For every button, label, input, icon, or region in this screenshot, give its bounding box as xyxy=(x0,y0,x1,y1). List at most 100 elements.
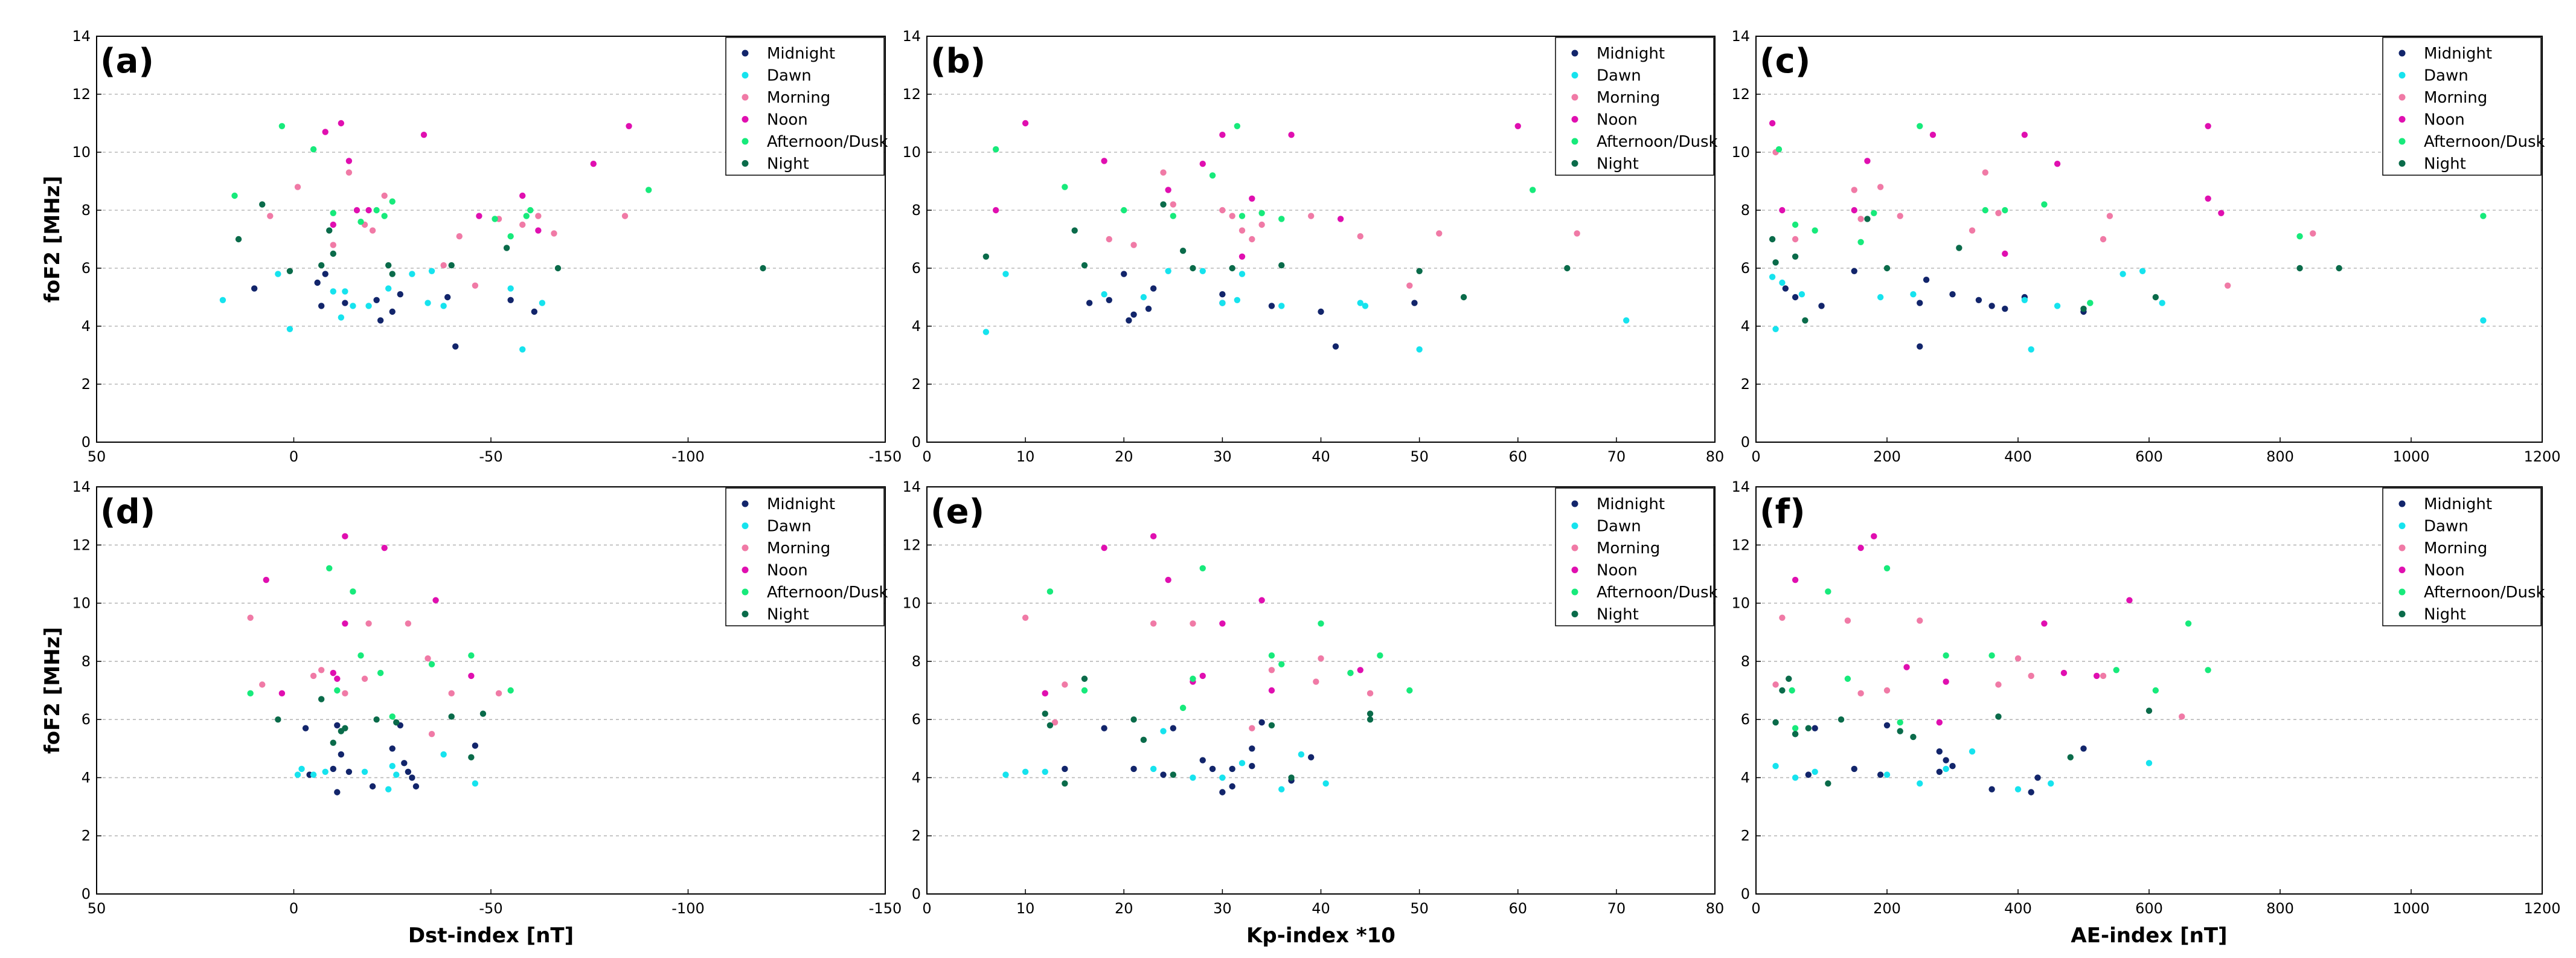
data-point xyxy=(428,268,435,274)
data-point xyxy=(1229,765,1235,773)
legend-marker xyxy=(742,50,749,57)
data-point xyxy=(2087,300,2094,306)
data-point xyxy=(1406,282,1413,289)
x-tick-label: 600 xyxy=(2135,448,2163,465)
data-point xyxy=(1160,169,1167,176)
data-point xyxy=(1219,774,1226,781)
data-point xyxy=(1366,710,1374,717)
x-tick-label: 200 xyxy=(1873,448,1901,465)
y-tick-label: 12 xyxy=(902,86,921,103)
series-morning xyxy=(1106,169,1580,289)
data-point xyxy=(1362,303,1369,309)
data-point xyxy=(294,184,301,190)
legend-entry: Dawn xyxy=(1597,67,1641,85)
data-point xyxy=(1179,704,1187,712)
legend-marker xyxy=(2398,50,2406,57)
x-tick-label: 0 xyxy=(922,448,931,465)
data-point xyxy=(2028,672,2034,680)
data-point xyxy=(535,213,542,219)
y-tick-label: 8 xyxy=(912,202,921,219)
data-point xyxy=(1126,317,1132,324)
plot-frame xyxy=(1755,486,2543,895)
data-point xyxy=(1219,291,1226,298)
y-tick-label: 14 xyxy=(1731,28,1750,45)
data-point xyxy=(318,262,325,269)
legend-marker xyxy=(1571,567,1578,573)
data-point xyxy=(1805,771,1812,778)
data-point xyxy=(1062,184,1068,190)
data-point xyxy=(1779,207,1786,214)
legend-marker xyxy=(742,611,749,617)
data-point xyxy=(1982,169,1988,176)
data-point xyxy=(1337,216,1344,222)
data-point xyxy=(1318,655,1324,662)
data-point xyxy=(369,783,376,790)
data-point xyxy=(1258,210,1265,216)
data-point xyxy=(1792,253,1799,260)
data-point xyxy=(1949,762,1956,770)
series-afternoon-dusk xyxy=(247,565,514,720)
data-point xyxy=(2094,672,2100,680)
data-point xyxy=(420,132,428,138)
legend-entry: Dawn xyxy=(2424,518,2469,536)
data-point xyxy=(476,213,482,219)
legend-marker xyxy=(2398,500,2406,507)
data-point xyxy=(1917,343,1923,350)
data-point xyxy=(507,297,514,303)
data-point xyxy=(409,774,415,781)
data-point xyxy=(2205,195,2211,202)
data-point xyxy=(1022,120,1029,127)
data-point xyxy=(330,250,336,257)
data-point xyxy=(1792,221,1799,228)
data-point xyxy=(278,690,286,697)
data-point xyxy=(1268,687,1275,694)
data-point xyxy=(1062,780,1068,787)
legend: Midnight Dawn Morning Noon Afternoon/Dusk Nig… xyxy=(725,37,888,176)
data-point xyxy=(322,768,328,776)
data-point xyxy=(1857,239,1864,245)
data-point xyxy=(318,696,325,702)
data-point xyxy=(2034,774,2041,781)
data-point xyxy=(2218,210,2225,216)
data-point xyxy=(330,288,336,295)
data-point xyxy=(551,230,557,237)
data-point xyxy=(1406,687,1413,694)
legend-marker xyxy=(2398,522,2406,529)
y-tick-label: 4 xyxy=(1741,318,1750,335)
series-noon xyxy=(1792,533,2133,726)
legend-entry: Night xyxy=(1597,606,1639,624)
data-point xyxy=(1170,725,1177,731)
data-point xyxy=(760,265,766,272)
data-point xyxy=(286,326,293,332)
x-tick-label: 60 xyxy=(1508,448,1527,465)
y-tick-label: 4 xyxy=(82,318,91,335)
series-dawn xyxy=(982,268,1630,353)
series-night xyxy=(1772,675,2153,787)
data-point xyxy=(1792,725,1799,731)
data-point xyxy=(1949,291,1956,298)
data-point xyxy=(381,192,388,199)
data-point xyxy=(2054,303,2061,309)
y-tick-label: 8 xyxy=(82,653,91,670)
data-point xyxy=(2185,620,2192,627)
y-tick-label: 8 xyxy=(82,202,91,219)
data-point xyxy=(1411,300,1418,306)
y-tick-label: 14 xyxy=(72,28,91,45)
legend-entry: Night xyxy=(1597,155,1639,173)
legend: Midnight Dawn Morning Noon Afternoon/Dusk Nig… xyxy=(2382,487,2545,626)
data-point xyxy=(444,294,451,301)
y-tick-label: 2 xyxy=(1741,828,1750,844)
data-point xyxy=(1818,303,1825,309)
series-morning xyxy=(247,614,502,738)
x-tick-label: 800 xyxy=(2266,900,2294,917)
series-midnight xyxy=(1782,268,2087,350)
data-point xyxy=(1101,725,1107,731)
data-point xyxy=(1322,780,1329,787)
data-point xyxy=(1170,213,1177,219)
data-point xyxy=(1436,230,1443,237)
legend-marker xyxy=(2398,160,2406,167)
x-tick-label: 20 xyxy=(1115,900,1133,917)
y-tick-label: 4 xyxy=(1741,769,1750,786)
legend-marker xyxy=(2398,116,2406,123)
